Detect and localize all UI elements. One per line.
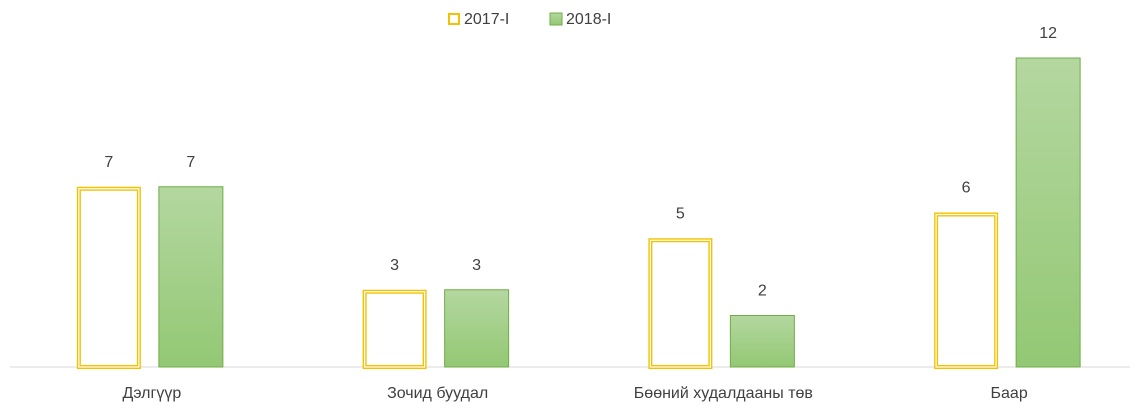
bar: [648, 238, 713, 369]
bar: [362, 289, 427, 369]
bar: [158, 186, 224, 368]
x-tick-label: Бөөний худалдааны төв: [634, 385, 813, 402]
data-label: 6: [962, 180, 971, 197]
bar-inner-line: [364, 291, 426, 368]
legend-label: 2017-I: [464, 11, 509, 28]
data-label: 7: [186, 154, 195, 171]
x-tick-label: Дэлгүүр: [123, 385, 182, 402]
data-label: 7: [104, 154, 113, 171]
data-label: 3: [472, 257, 481, 274]
data-label: 12: [1039, 25, 1057, 42]
data-label: 5: [676, 205, 685, 222]
bar: [444, 289, 510, 368]
bar: [934, 212, 999, 369]
bar-inner-line: [649, 239, 711, 368]
bar: [1015, 57, 1081, 368]
x-tick-label: Зочид буудал: [387, 385, 488, 402]
bar: [729, 315, 795, 368]
legend-swatch: [448, 13, 460, 25]
bar-inner-line: [935, 213, 997, 368]
bar: [76, 186, 141, 369]
x-tick-label: Баар: [991, 385, 1028, 402]
data-label: 3: [390, 257, 399, 274]
legend-swatch: [549, 12, 563, 26]
data-label: 2: [758, 283, 767, 300]
bar-inner-line: [78, 188, 140, 368]
legend-label: 2018-I: [566, 11, 611, 28]
